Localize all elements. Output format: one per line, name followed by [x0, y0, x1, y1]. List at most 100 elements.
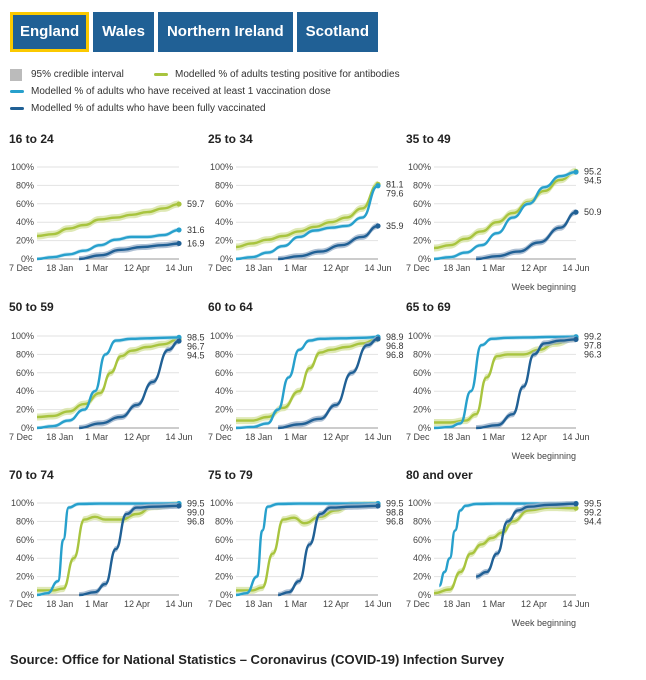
y-tick-label: 20%: [215, 236, 233, 246]
y-tick-label: 80%: [215, 180, 233, 190]
one-dose-end-point: [573, 169, 579, 175]
one-dose-interval-band: [434, 334, 576, 428]
small-multiples-chart: 16 to 24 0% 20% 40% 60% 80% 100% 7 Dec 18 Jan 1 M…: [9, 132, 602, 628]
y-tick-label: 100%: [11, 498, 34, 508]
x-tick-label: 12 Apr: [521, 432, 547, 442]
fully-end-point: [176, 240, 182, 247]
panel-title: 75 to 79: [208, 468, 253, 482]
y-tick-label: 20%: [16, 236, 34, 246]
x-tick-label: 12 Apr: [124, 432, 150, 442]
x-tick-label: 18 Jan: [245, 432, 272, 442]
panel-title: 25 to 34: [208, 132, 253, 146]
x-tick-label: 12 Apr: [323, 263, 349, 273]
y-tick-label: 100%: [210, 331, 233, 341]
fully-line: [278, 504, 379, 597]
antibodies-end-point: [573, 505, 579, 511]
x-tick-label: 7 Dec: [406, 263, 430, 273]
antibodies-line: [433, 506, 577, 595]
panel-70-to-74: 70 to 74 0% 20% 40% 60% 80% 100% 7 Dec 18 Jan 1 M…: [9, 468, 205, 609]
end-value-label: 98.9: [386, 332, 404, 342]
antibodies-line: [36, 202, 180, 238]
one-dose-line: [438, 502, 577, 587]
y-tick-label: 80%: [215, 516, 233, 526]
antibodies-end-point: [176, 201, 182, 207]
x-tick-label: 12 Apr: [521, 263, 547, 273]
end-value-label: 81.1: [386, 179, 404, 189]
one-dose-line: [36, 336, 180, 430]
y-tick-label: 0%: [220, 254, 233, 264]
y-tick-label: 40%: [413, 386, 431, 396]
end-value-label: 96.8: [386, 516, 404, 526]
one-dose-line: [235, 502, 379, 597]
x-axis-label: Week beginning: [512, 282, 576, 292]
y-tick-label: 60%: [413, 199, 431, 209]
panel-16-to-24: 16 to 24 0% 20% 40% 60% 80% 100% 7 Dec 18 Jan 1 M…: [9, 132, 205, 273]
legend-one-dose-label: Modelled % of adults who have received a…: [31, 86, 331, 97]
x-tick-label: 1 Mar: [482, 599, 505, 609]
antibodies-line: [36, 337, 180, 419]
x-axis-label: Week beginning: [512, 451, 576, 461]
y-tick-label: 0%: [220, 590, 233, 600]
y-tick-label: 0%: [21, 423, 34, 433]
y-tick-label: 0%: [21, 590, 34, 600]
y-tick-label: 40%: [16, 386, 34, 396]
panel-title: 65 to 69: [406, 300, 451, 314]
tab-scotland[interactable]: Scotland: [296, 12, 378, 52]
fully-interval-band: [476, 209, 576, 259]
y-tick-label: 20%: [16, 572, 34, 582]
end-value-label: 98.5: [187, 332, 205, 342]
y-tick-label: 80%: [413, 516, 431, 526]
one-dose-line: [235, 184, 379, 261]
tab-northern-ireland[interactable]: Northern Ireland: [157, 12, 293, 52]
y-tick-label: 40%: [413, 553, 431, 563]
x-tick-label: 7 Dec: [208, 599, 232, 609]
one-dose-interval-band: [236, 335, 378, 428]
end-value-label: 94.4: [584, 516, 602, 526]
end-value-label: 96.3: [584, 350, 602, 360]
fully-end-point: [176, 503, 182, 509]
x-tick-label: 18 Jan: [443, 432, 470, 442]
fully-end-point: [375, 336, 381, 342]
tab-wales[interactable]: Wales: [93, 12, 154, 52]
y-tick-label: 80%: [413, 180, 431, 190]
y-tick-label: 20%: [413, 572, 431, 582]
antibodies-line: [433, 336, 577, 424]
y-tick-label: 100%: [210, 162, 233, 172]
x-tick-label: 18 Jan: [46, 432, 73, 442]
one-dose-line: [235, 335, 379, 430]
end-value-label: 98.8: [386, 507, 404, 517]
source-note: Source: Office for National Statistics –…: [10, 652, 505, 667]
panel-title: 50 to 59: [9, 300, 54, 314]
y-tick-label: 100%: [408, 498, 431, 508]
y-tick-label: 40%: [413, 217, 431, 227]
y-tick-label: 40%: [215, 553, 233, 563]
x-tick-label: 1 Mar: [85, 263, 108, 273]
end-value-label: 16.9: [187, 238, 205, 248]
y-tick-label: 60%: [215, 199, 233, 209]
end-value-label: 95.2: [584, 166, 602, 176]
fully-interval-band: [278, 223, 378, 259]
end-value-label: 99.5: [386, 498, 404, 508]
x-tick-label: 18 Jan: [46, 599, 73, 609]
x-tick-label: 1 Mar: [85, 432, 108, 442]
panel-title: 70 to 74: [9, 468, 54, 482]
antibodies-line: [433, 170, 577, 250]
interval-swatch: [10, 69, 22, 81]
panel-title: 35 to 49: [406, 132, 451, 146]
y-tick-label: 60%: [215, 368, 233, 378]
x-tick-label: 1 Mar: [482, 263, 505, 273]
x-tick-label: 7 Dec: [9, 599, 33, 609]
x-tick-label: 12 Apr: [124, 599, 150, 609]
panel-75-to-79: 75 to 79 0% 20% 40% 60% 80% 100% 7 Dec 18 Jan 1 M…: [208, 468, 404, 609]
panel-80-and-over: 80 and over 0% 20% 40% 60% 80% 100% 7 Dec 18 Jan…: [406, 468, 602, 628]
x-tick-label: 1 Mar: [284, 599, 307, 609]
antibodies-line: [235, 337, 379, 422]
fully-line: [79, 339, 180, 430]
antibodies-interval-band: [236, 335, 378, 425]
y-tick-label: 60%: [215, 535, 233, 545]
tab-england[interactable]: England: [10, 12, 90, 52]
x-axis-label: Week beginning: [512, 618, 576, 628]
y-tick-label: 0%: [418, 423, 431, 433]
one-dose-end-point: [375, 183, 381, 189]
end-value-label: 59.7: [187, 199, 205, 209]
